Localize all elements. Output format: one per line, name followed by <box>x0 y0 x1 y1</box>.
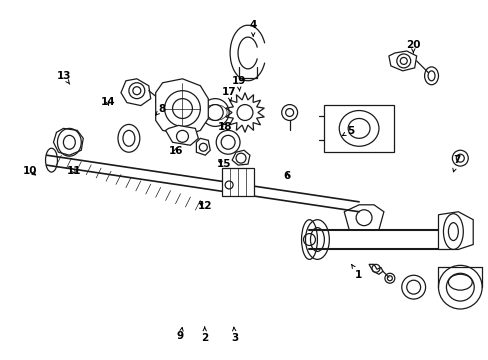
Text: 16: 16 <box>168 147 183 157</box>
Bar <box>222 168 253 196</box>
Text: 3: 3 <box>231 327 238 343</box>
Text: 8: 8 <box>155 104 165 115</box>
Polygon shape <box>165 125 198 145</box>
Polygon shape <box>438 212 472 249</box>
Text: 10: 10 <box>23 166 37 176</box>
Polygon shape <box>155 79 208 135</box>
Text: 17: 17 <box>221 87 236 101</box>
Text: 7: 7 <box>452 156 460 172</box>
Text: 19: 19 <box>231 76 245 91</box>
Text: 12: 12 <box>197 201 211 211</box>
Text: 18: 18 <box>217 122 232 132</box>
Text: 9: 9 <box>177 328 183 342</box>
Text: 13: 13 <box>57 71 71 84</box>
Text: 4: 4 <box>249 19 256 36</box>
Text: 1: 1 <box>351 265 362 280</box>
Polygon shape <box>196 138 210 155</box>
Polygon shape <box>53 129 83 155</box>
Text: 2: 2 <box>201 327 208 343</box>
Text: 5: 5 <box>342 126 354 136</box>
Bar <box>324 105 393 152</box>
Polygon shape <box>388 51 416 71</box>
Text: 15: 15 <box>216 159 231 169</box>
Text: 14: 14 <box>100 97 115 107</box>
Polygon shape <box>368 264 382 274</box>
Polygon shape <box>344 205 383 230</box>
Text: 20: 20 <box>405 40 420 53</box>
Polygon shape <box>225 93 264 132</box>
Text: 6: 6 <box>283 171 290 181</box>
Polygon shape <box>232 150 249 165</box>
Text: 11: 11 <box>66 166 81 176</box>
Polygon shape <box>121 79 150 105</box>
